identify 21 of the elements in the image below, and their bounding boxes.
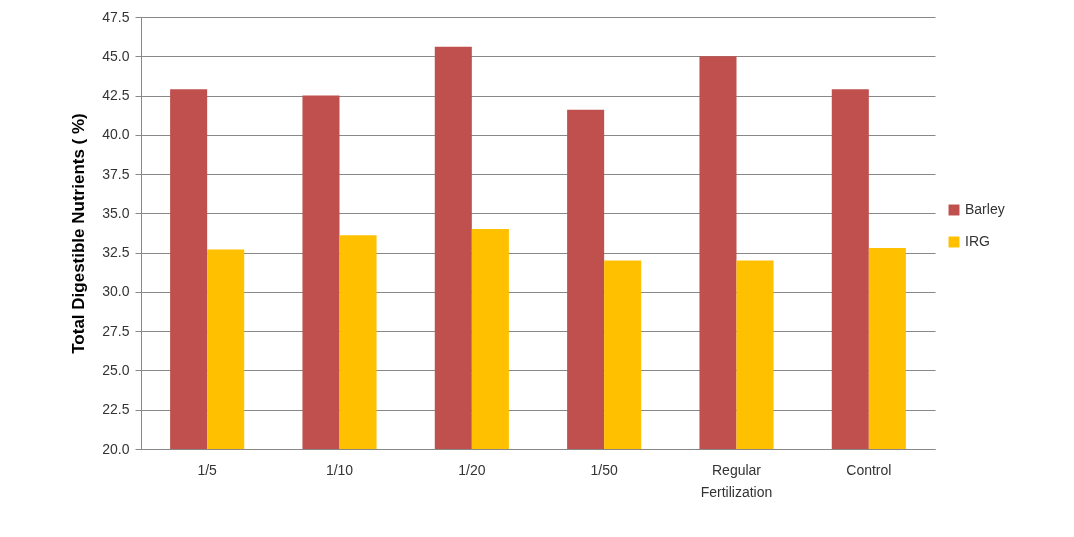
legend-label: IRG bbox=[965, 233, 990, 249]
y-tick-label: 42.5 bbox=[102, 87, 130, 104]
y-tick-label: 35.0 bbox=[102, 204, 130, 221]
y-axis-title: Total Digestible Nutrients ( %) bbox=[69, 113, 89, 354]
x-tick-label: Control bbox=[846, 461, 892, 478]
y-tick-label: 30.0 bbox=[102, 283, 130, 300]
x-tick-label: 1/10 bbox=[325, 461, 354, 478]
y-tick-label: 27.5 bbox=[102, 322, 130, 339]
y-tick-label: 45.0 bbox=[102, 47, 130, 64]
x-tick-label: Regular Fertilization bbox=[700, 461, 773, 500]
y-tick-label: 37.5 bbox=[102, 165, 130, 182]
y-tick-label: 20.0 bbox=[102, 440, 130, 457]
x-tick-label: 1/20 bbox=[458, 461, 486, 478]
y-tick-label: 40.0 bbox=[102, 126, 130, 143]
y-tick-label: 22.5 bbox=[102, 401, 130, 418]
y-tick-label: 25.0 bbox=[102, 361, 130, 378]
legend-label: Barley bbox=[965, 201, 1005, 217]
x-tick-label: 1/5 bbox=[197, 461, 218, 478]
y-tick-label: 47.5 bbox=[102, 8, 130, 25]
x-tick-label: 1/50 bbox=[590, 461, 618, 478]
y-tick-label: 32.5 bbox=[102, 244, 130, 261]
